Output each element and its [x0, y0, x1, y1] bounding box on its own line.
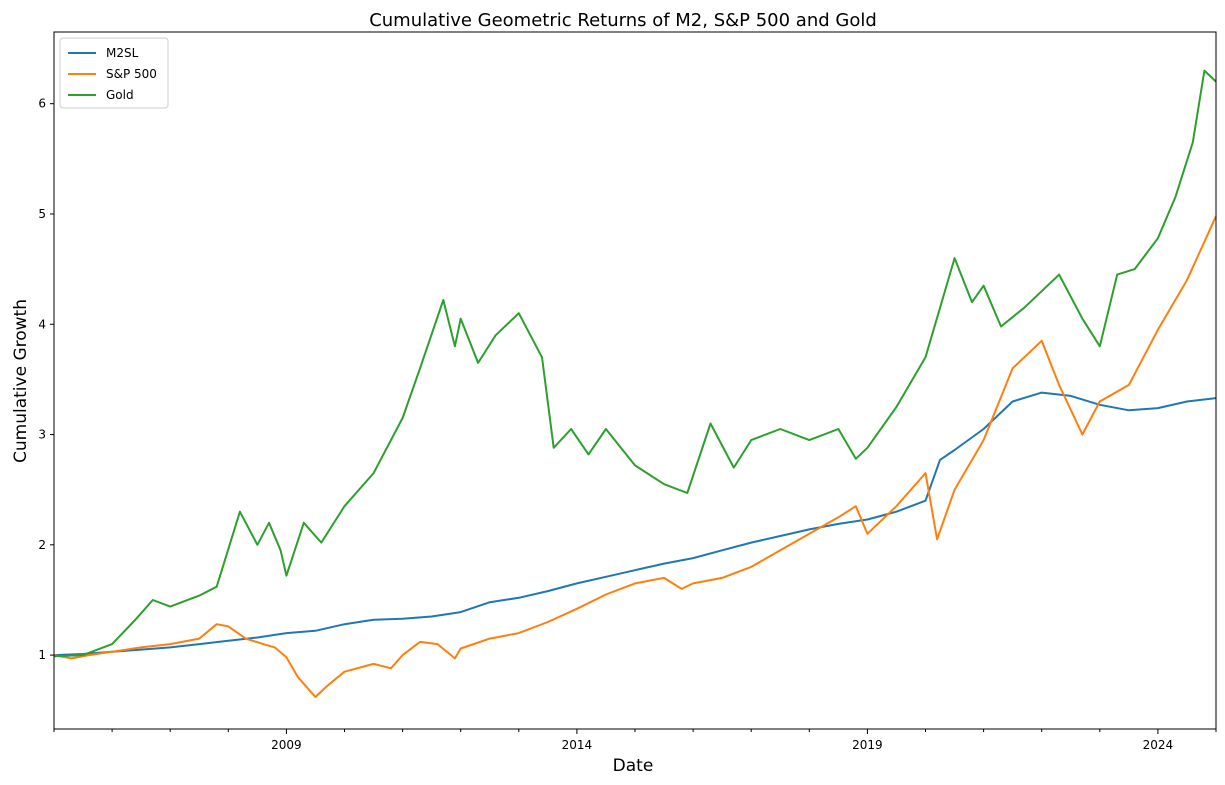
- y-tick-label: 6: [38, 97, 46, 111]
- ticks-layer: 1 2 3 4 5 6 2009 2014 2019 2024: [38, 97, 1217, 752]
- y-axis-label: Cumulative Growth: [11, 299, 31, 463]
- series-layer: [53, 69, 1217, 698]
- x-axis-label: Date: [613, 756, 654, 776]
- x-tick-label: 2019: [852, 738, 883, 752]
- y-tick-label: 4: [38, 317, 46, 331]
- x-tick-label: 2009: [271, 738, 302, 752]
- legend: M2SL S&P 500 Gold: [59, 37, 169, 109]
- x-tick-label: 2024: [1143, 738, 1174, 752]
- series-line-sp500: [53, 215, 1217, 698]
- legend-box: [59, 37, 169, 109]
- chart-title: Cumulative Geometric Returns of M2, S&P …: [369, 10, 877, 31]
- y-tick-label: 5: [38, 207, 46, 221]
- series-line-gold: [53, 69, 1217, 658]
- series-line-m2sl: [53, 391, 1217, 657]
- legend-label-sp500: S&P 500: [106, 67, 157, 81]
- y-tick-label: 1: [38, 648, 46, 662]
- legend-label-m2sl: M2SL: [106, 46, 139, 60]
- plot-frame: [53, 31, 1217, 730]
- x-tick-label: 2014: [562, 738, 593, 752]
- legend-label-gold: Gold: [106, 88, 134, 102]
- y-tick-label: 3: [38, 428, 46, 442]
- y-tick-label: 2: [38, 538, 46, 552]
